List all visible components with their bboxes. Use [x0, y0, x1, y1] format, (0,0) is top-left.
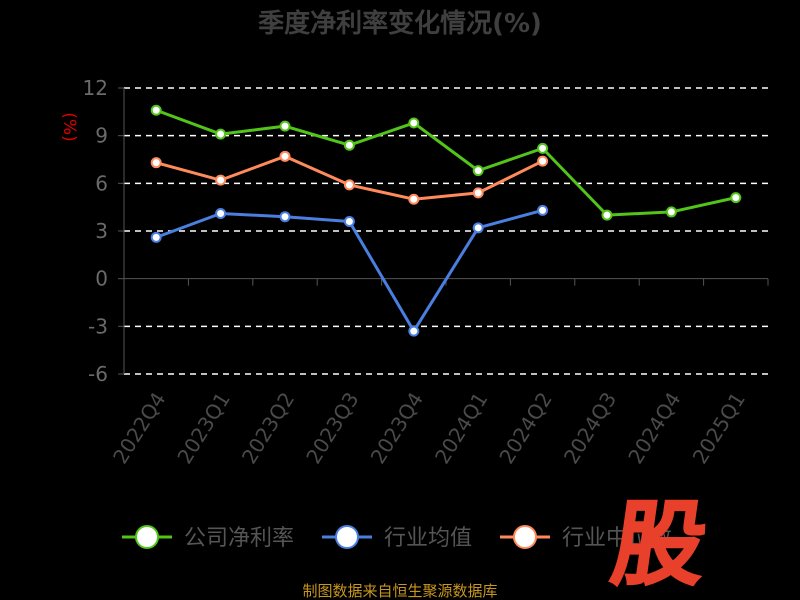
data-point [279, 120, 291, 132]
legend-marker [335, 525, 359, 549]
series-2 [150, 204, 549, 337]
data-point [408, 193, 420, 205]
data-point [150, 231, 162, 243]
data-point [215, 174, 227, 186]
y-tick-label: 6 [95, 171, 108, 195]
y-tick-label: 12 [83, 76, 108, 100]
y-axis-unit: (%) [59, 112, 79, 141]
x-tick-label: 2023Q2 [237, 388, 299, 468]
series-3 [150, 150, 549, 205]
x-tick-label: 2025Q1 [688, 388, 750, 468]
grid-lines [124, 87, 768, 375]
y-tick-label: -6 [88, 362, 108, 386]
data-point [665, 206, 677, 218]
data-point [279, 211, 291, 223]
legend-marker [135, 525, 159, 549]
data-point [601, 209, 613, 221]
data-point [472, 222, 484, 234]
data-point [408, 117, 420, 129]
legend-label: 行业均值 [384, 526, 472, 551]
data-point [279, 150, 291, 162]
x-tick-label: 2024Q2 [494, 388, 556, 468]
data-point [150, 157, 162, 169]
data-point [215, 208, 227, 220]
x-tick-label: 2023Q1 [172, 388, 234, 468]
data-point [343, 179, 355, 191]
legend-label: 行业中位数 [562, 526, 672, 551]
legend-marker [513, 525, 537, 549]
y-tick-label: 9 [95, 124, 108, 148]
series-line [155, 154, 544, 201]
series-1 [150, 104, 742, 221]
x-tick-label: 2024Q3 [559, 388, 621, 468]
x-tick-labels: 2022Q4 2023Q1 2023Q2 2023Q3 2023Q4 2024Q1 2024… [108, 388, 750, 468]
data-point [730, 192, 742, 204]
series-line [155, 208, 543, 333]
data-point [472, 165, 484, 177]
x-tick-label: 2024Q1 [430, 388, 492, 468]
data-point [215, 128, 227, 140]
y-tick-label: -3 [88, 314, 108, 338]
x-tick-label: 2023Q4 [366, 388, 428, 468]
x-tick-label: 2022Q4 [108, 388, 170, 468]
y-tick-label: 0 [95, 267, 108, 291]
legend-item-2: 行业均值 [322, 525, 472, 551]
data-point [150, 104, 162, 116]
data-point [537, 204, 549, 216]
chart-title: 季度净利率变化情况(%) [258, 8, 542, 39]
y-tick-label: 3 [95, 219, 108, 243]
source-note: 制图数据来自恒生聚源数据库 [302, 582, 497, 600]
data-point [343, 139, 355, 151]
logo-stamp: 股 [605, 489, 714, 598]
data-point [537, 142, 549, 154]
logo-glyph: 股 [606, 490, 713, 597]
data-point [408, 325, 420, 337]
series-group [150, 104, 742, 337]
legend-item-3: 行业中位数 [500, 525, 672, 551]
data-point [537, 155, 549, 167]
x-tick-label: 2024Q4 [623, 388, 685, 468]
series-line [155, 108, 737, 217]
y-tick-labels: 12 9 6 3 0 -3 -6 [83, 76, 108, 386]
data-point [472, 187, 484, 199]
legend-label: 公司净利率 [184, 526, 294, 551]
data-point [343, 215, 355, 227]
x-tick-label: 2023Q3 [301, 388, 363, 468]
legend: 公司净利率 行业均值 行业中位数 [122, 525, 672, 551]
legend-item-1: 公司净利率 [122, 525, 294, 551]
